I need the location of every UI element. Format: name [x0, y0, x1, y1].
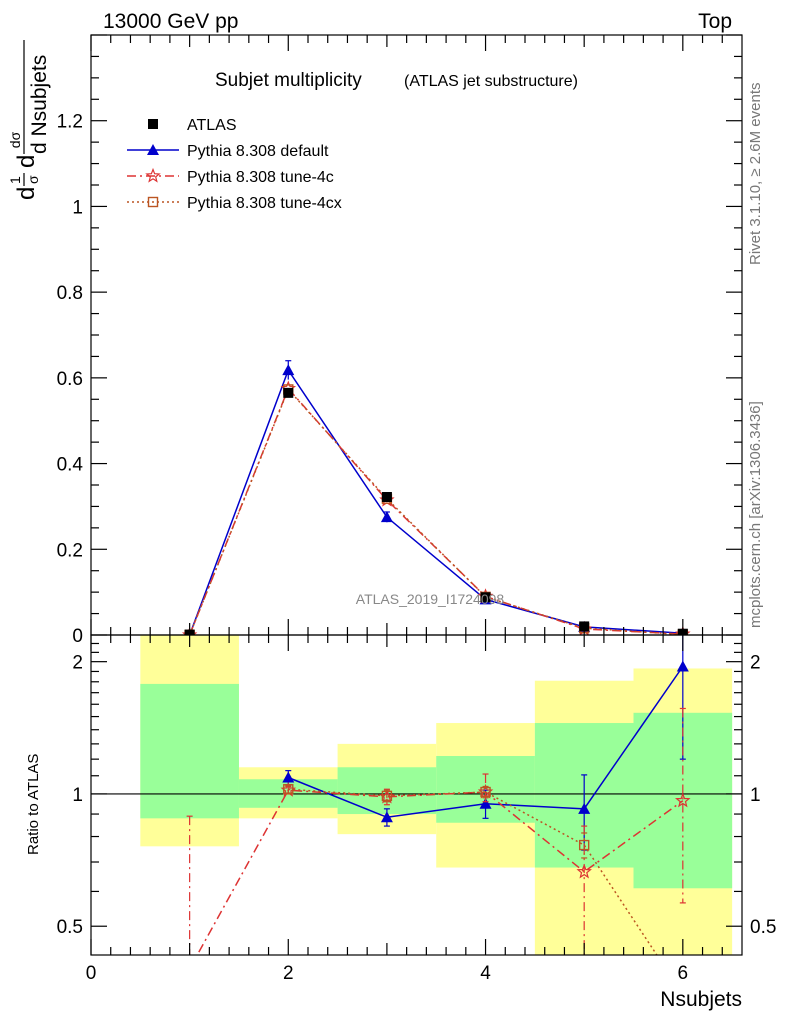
series-line	[188, 388, 683, 635]
ratio-y-tick-label-right: 1	[750, 785, 761, 806]
process-label: Top	[698, 10, 732, 33]
analysis-watermark: ATLAS_2019_I1724098	[356, 591, 505, 607]
x-tick-label: 6	[678, 963, 689, 984]
ylabel-d-num: dσ	[7, 131, 23, 148]
legend-label: Pythia 8.308 tune-4c	[187, 169, 334, 186]
y-tick-label: 1	[72, 197, 83, 218]
y-tick-label: 0.6	[57, 369, 83, 390]
ratio-point	[676, 660, 689, 672]
band-green	[140, 683, 239, 819]
ylabel-d2: d	[13, 155, 40, 168]
data-point	[380, 511, 393, 523]
data-point	[480, 592, 491, 603]
ratio-pythia-8-308-default	[282, 635, 689, 851]
ratio-point	[578, 802, 591, 814]
ylabel-inv-den: σ	[25, 175, 41, 184]
legend-label: ATLAS	[187, 117, 237, 134]
legend-entry: Pythia 8.308 default	[127, 143, 329, 160]
ratio-y-tick-label-right: 2	[750, 653, 761, 674]
ratio-frame	[90, 634, 743, 956]
legend: ATLAS Pythia 8.308 default Pythia 8.308 tu…	[127, 117, 342, 212]
legend-marker	[147, 196, 159, 208]
ratio-y-tick-label: 1	[72, 785, 83, 806]
rivet-version-label: Rivet 3.1.10, ≥ 2.6M events	[747, 83, 764, 266]
x-axis-label: Nsubjets	[660, 988, 742, 1011]
ylabel-inv-num: 1	[7, 176, 23, 184]
legend-marker	[148, 119, 158, 129]
series-line	[188, 368, 683, 635]
legend-label: Pythia 8.308 tune-4cx	[187, 195, 342, 212]
data-point	[283, 387, 294, 398]
ratio-uncertainty-bands	[91, 635, 742, 955]
ratio-ylabel: Ratio to ATLAS	[25, 754, 42, 855]
ratio-point	[184, 962, 196, 974]
ratio-pythia-8-308-tune-4cx	[283, 784, 658, 955]
legend-marker	[147, 144, 159, 155]
main-subtitle: (ATLAS jet substructure)	[404, 73, 578, 90]
ratio-point	[576, 863, 592, 879]
ratio-point	[479, 797, 492, 809]
ratio-point	[674, 792, 691, 808]
ratio-point	[380, 811, 393, 823]
data-point	[282, 364, 295, 376]
ratio-y-tick-label: 2	[72, 653, 83, 674]
ratio-y-tick-label-right: 0.5	[750, 917, 776, 938]
y-tick-label: 0.8	[57, 283, 83, 304]
legend-marker	[145, 167, 161, 183]
legend-label: Pythia 8.308 default	[187, 143, 329, 160]
axes-layer: 0 0.2 0.4 0.6 0.8 1 1.2 0 2 4 6 0.5 0.5 1 1 2 2	[57, 34, 776, 984]
energy-label: 13000 GeV pp	[103, 10, 238, 33]
legend-entry: ATLAS	[148, 117, 237, 134]
ylabel-d-den: d Nsubjets	[28, 55, 51, 154]
ylabel-d: d	[13, 187, 40, 200]
x-tick-label: 0	[86, 963, 97, 984]
mcplots-label: mcplots.cern.ch [arXiv:1306.3436]	[747, 401, 764, 628]
ratio-point	[381, 790, 393, 802]
y-tick-label: 0.2	[57, 540, 83, 561]
main-title: Subjet multiplicity	[215, 70, 362, 91]
ratio-point	[578, 839, 590, 851]
ratio-series-layer	[184, 635, 691, 974]
ratio-point	[480, 786, 491, 798]
y-tick-label: 0	[72, 626, 83, 647]
legend-entry: Pythia 8.308 tune-4cx	[127, 195, 342, 212]
x-tick-label: 2	[283, 963, 294, 984]
ratio-y-tick-label: 0.5	[57, 917, 83, 938]
ratio-point	[283, 784, 294, 795]
y-tick-label: 0.4	[57, 455, 84, 476]
data-point	[381, 492, 392, 502]
main-ylabel: d 1 σ d dσ d Nsubjets	[7, 40, 51, 200]
ratio-line	[288, 788, 658, 955]
y-tick-label: 1.2	[57, 112, 83, 133]
ratio-point	[282, 771, 295, 783]
x-tick-label: 4	[480, 963, 491, 984]
legend-entry: Pythia 8.308 tune-4c	[127, 167, 334, 186]
